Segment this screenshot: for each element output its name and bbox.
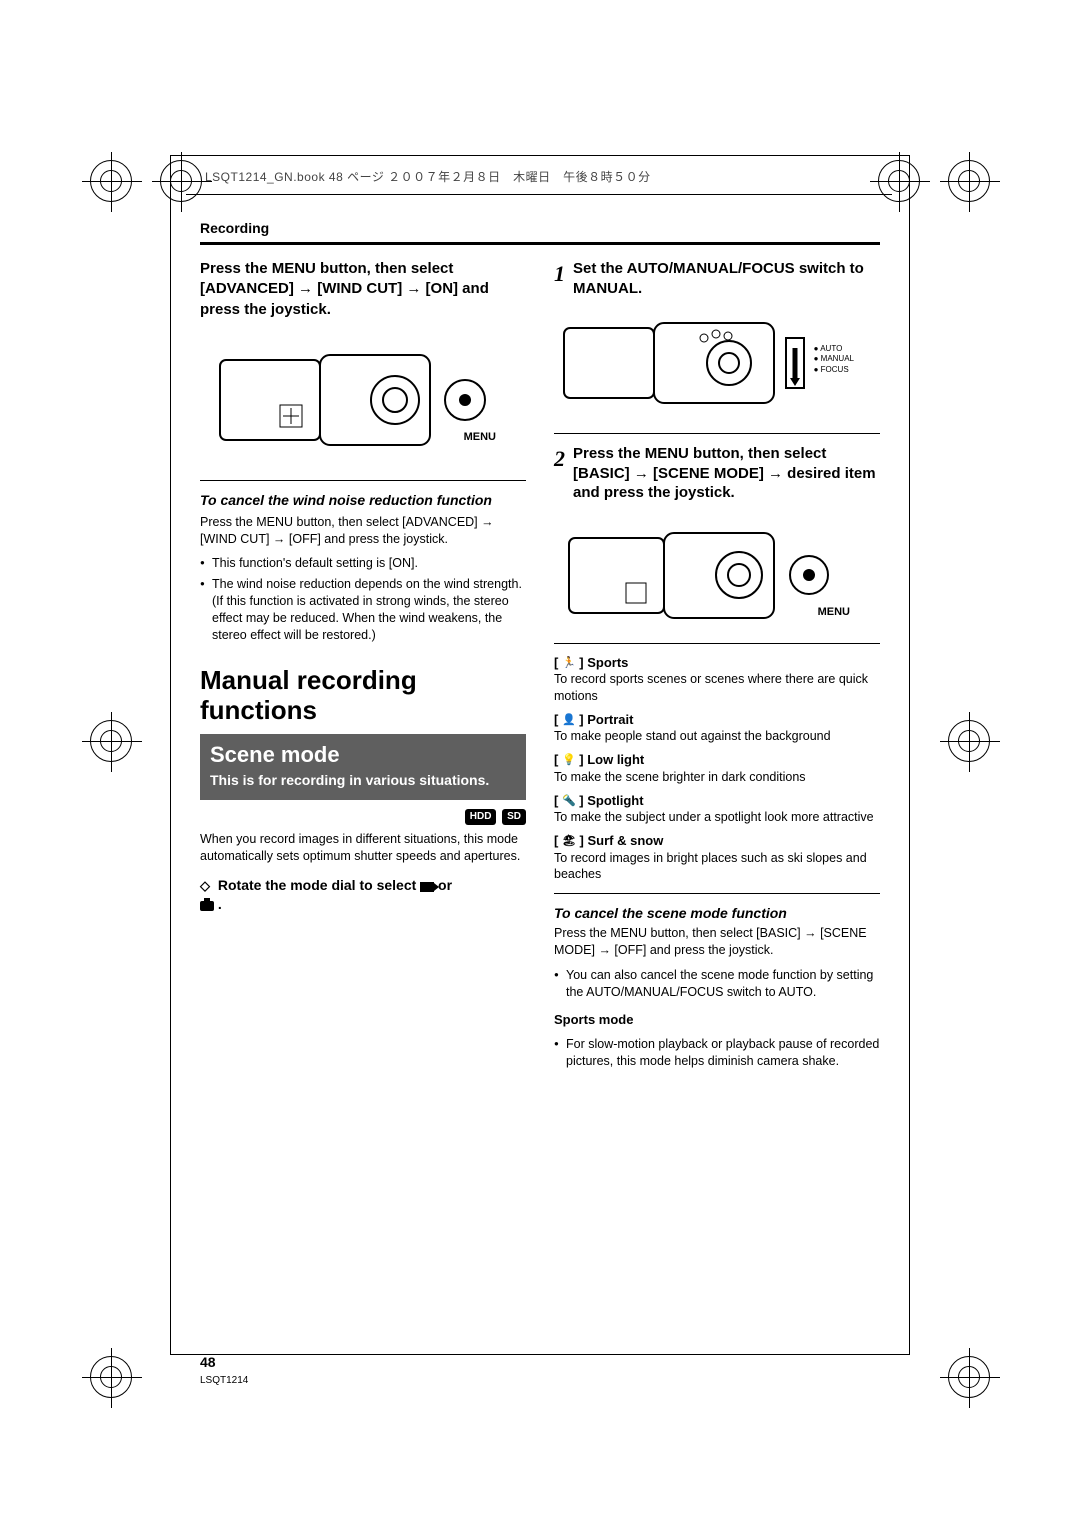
sports-mode-notes: For slow-motion playback or playback pau… xyxy=(554,1036,880,1070)
scene-mode-item: [ 🏖 ] Surf & snowTo record images in bri… xyxy=(554,832,880,883)
mode-heading: [ 🔦 ] Spotlight xyxy=(554,792,880,810)
step-2: 2 Press the MENU button, then select [BA… xyxy=(554,444,880,503)
crop-mark xyxy=(948,1356,990,1398)
cancel-scene-heading: To cancel the scene mode function xyxy=(554,904,880,923)
menu-label: MENU xyxy=(818,605,850,620)
list-item: For slow-motion playback or playback pau… xyxy=(554,1036,880,1070)
camera-icon xyxy=(200,901,214,911)
list-item: You can also cancel the scene mode funct… xyxy=(554,967,880,1001)
scene-mode-item: [ 🔦 ] SpotlightTo make the subject under… xyxy=(554,792,880,826)
scene-mode-subtitle: This is for recording in various situati… xyxy=(210,771,516,790)
sports-mode-heading: Sports mode xyxy=(554,1011,880,1029)
divider xyxy=(200,480,526,481)
list-item: The wind noise reduction depends on the … xyxy=(200,576,526,644)
step-1-text: Set the AUTO/MANUAL/FOCUS switch to MANU… xyxy=(573,259,880,298)
scene-mode-item: [ 🏃 ] SportsTo record sports scenes or s… xyxy=(554,654,880,705)
divider xyxy=(554,433,880,434)
manual-recording-title: Manual recording functions xyxy=(200,666,526,726)
cancel-scene-notes: You can also cancel the scene mode funct… xyxy=(554,967,880,1001)
wind-cut-instruction: Press the MENU button, then select [ADVA… xyxy=(200,259,526,320)
list-item: This function's default setting is [ON]. xyxy=(200,555,526,572)
mode-heading: [ 🏃 ] Sports xyxy=(554,654,880,672)
mode-heading: [ 💡 ] Low light xyxy=(554,751,880,769)
video-icon xyxy=(420,882,434,892)
cancel-wind-body: Press the MENU button, then select [ADVA… xyxy=(200,514,526,548)
crop-mark xyxy=(948,160,990,202)
step-2-text: Press the MENU button, then select [BASI… xyxy=(573,444,880,503)
right-column: 1 Set the AUTO/MANUAL/FOCUS switch to MA… xyxy=(554,259,880,1074)
crop-mark xyxy=(90,1356,132,1398)
mode-icon: 🔦 xyxy=(562,794,576,809)
scene-mode-item: [ 👤 ] PortraitTo make people stand out a… xyxy=(554,711,880,745)
section-label: Recording xyxy=(200,220,880,236)
divider xyxy=(554,893,880,894)
mode-description: To make people stand out against the bac… xyxy=(554,728,880,745)
camera-illustration-1: MENU xyxy=(200,330,500,470)
rotate-text-pre: Rotate the mode dial to select xyxy=(218,877,420,893)
crop-mark xyxy=(90,720,132,762)
hdd-badge: HDD xyxy=(465,809,497,825)
mode-description: To record images in bright places such a… xyxy=(554,850,880,884)
doc-id: LSQT1214 xyxy=(200,1375,248,1386)
cancel-wind-heading: To cancel the wind noise reduction funct… xyxy=(200,491,526,510)
scene-mode-body: When you record images in different situ… xyxy=(200,831,526,865)
menu-label: MENU xyxy=(464,430,496,445)
step-1: 1 Set the AUTO/MANUAL/FOCUS switch to MA… xyxy=(554,259,880,298)
step-number: 1 xyxy=(554,259,565,298)
crop-mark xyxy=(90,160,132,202)
sd-badge: SD xyxy=(502,809,526,825)
mode-icon: 🏖 xyxy=(562,834,576,849)
header-rule xyxy=(186,194,892,195)
scene-mode-box: Scene mode This is for recording in vari… xyxy=(200,734,526,801)
scene-mode-title: Scene mode xyxy=(210,740,516,770)
thick-rule xyxy=(200,242,880,245)
mode-heading: [ 👤 ] Portrait xyxy=(554,711,880,729)
camera-illustration-3: MENU xyxy=(554,513,854,633)
left-column: Press the MENU button, then select [ADVA… xyxy=(200,259,526,1074)
divider xyxy=(554,643,880,644)
page-number: 48 xyxy=(200,1354,216,1370)
mode-heading: [ 🏖 ] Surf & snow xyxy=(554,832,880,850)
mode-description: To make the subject under a spotlight lo… xyxy=(554,809,880,826)
mode-icon: 💡 xyxy=(562,753,576,768)
mode-description: To make the scene brighter in dark condi… xyxy=(554,769,880,786)
wind-notes-list: This function's default setting is [ON].… xyxy=(200,555,526,643)
content-area: Recording Press the MENU button, then se… xyxy=(200,220,880,1074)
mode-icon: 🏃 xyxy=(562,656,576,671)
header-strip: LSQT1214_GN.book 48 ページ ２００７年２月８日 木曜日 午後… xyxy=(205,168,651,185)
camera-illustration-2: ● AUTO ● MANUAL ● FOCUS xyxy=(554,308,854,423)
crop-mark xyxy=(948,720,990,762)
media-badges: HDD SD xyxy=(200,806,526,825)
scene-mode-item: [ 💡 ] Low lightTo make the scene brighte… xyxy=(554,751,880,785)
rotate-dial-instruction: Rotate the mode dial to select or . xyxy=(200,876,526,914)
mode-description: To record sports scenes or scenes where … xyxy=(554,671,880,705)
scene-modes-list: [ 🏃 ] SportsTo record sports scenes or s… xyxy=(554,654,880,884)
step-number: 2 xyxy=(554,444,565,503)
switch-labels: ● AUTO ● MANUAL ● FOCUS xyxy=(814,344,854,375)
cancel-scene-body: Press the MENU button, then select [BASI… xyxy=(554,925,880,959)
mode-icon: 👤 xyxy=(562,713,576,728)
